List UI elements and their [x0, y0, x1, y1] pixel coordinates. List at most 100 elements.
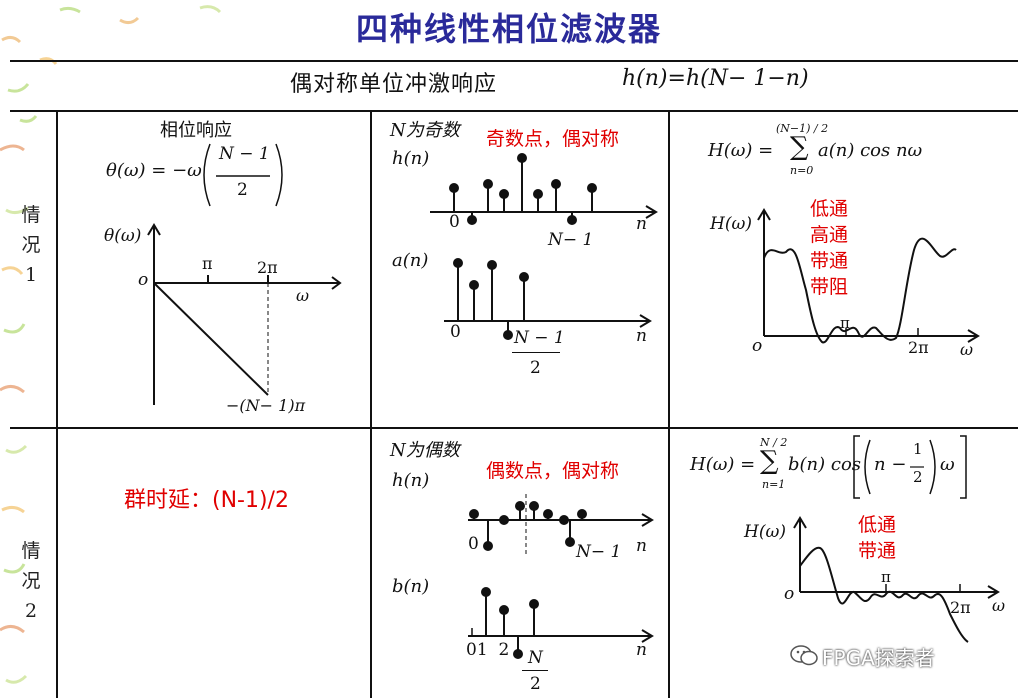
case1-a-fraction-bar: [512, 352, 560, 353]
case2-freq-x-axis: ω: [992, 596, 1006, 615]
phase-formula-den: 2: [237, 180, 248, 200]
case2-b-label: b(n): [392, 576, 430, 597]
case1-freq-x-axis: ω: [960, 340, 974, 359]
case1-a-n-axis: n: [636, 326, 647, 346]
case1-sum-top: (N−1) / 2: [776, 122, 829, 135]
case1-freq-lhs: H(ω) =: [708, 140, 774, 161]
case2-freq-end: ω: [940, 454, 955, 475]
phase-formula-paren: [203, 143, 283, 207]
case2-h-zero: 0: [468, 534, 479, 554]
case2-b-den: 2: [530, 674, 541, 694]
phase-x-axis: ω: [296, 286, 310, 305]
case2-sum-bottom: n=1: [762, 478, 786, 491]
phase-title: 相位响应: [160, 120, 232, 141]
case2-h-stems: [469, 501, 587, 551]
case1-h-stems: [449, 153, 597, 225]
case2-freq-plot: [793, 516, 1000, 643]
case2-label: 情 况 2: [16, 536, 46, 626]
phase-end-label: −(N− 1)π: [226, 396, 306, 415]
case2-b-plot: [468, 587, 654, 659]
case2-h-plot: [468, 494, 654, 554]
case2-b-num: N: [528, 648, 543, 668]
case1-note: 奇数点，偶对称: [486, 128, 620, 150]
case1-freq-tick-pi: π: [840, 314, 850, 332]
case2-type-bandpass: 带通: [858, 540, 897, 562]
case1-a-stems: [453, 258, 529, 340]
case1-a-label: a(n): [392, 250, 429, 271]
case1-type-highpass: 高通: [810, 224, 849, 246]
case2-h-n-axis: n: [636, 536, 647, 556]
case2-half-num: 1: [913, 440, 923, 458]
case2-label-char: 况: [21, 570, 41, 592]
case1-freq-curve: [763, 237, 957, 344]
case1-label-char: 况: [21, 234, 41, 256]
case1-freq-tick-2pi: 2π: [908, 338, 929, 357]
case2-freq-tick-pi: π: [881, 568, 891, 586]
case1-label-char: 情: [21, 204, 41, 226]
case1-type-bandpass: 带通: [810, 250, 849, 272]
case1-h-end: N− 1: [548, 230, 594, 250]
case1-h-zero: 0: [449, 212, 460, 232]
case2-freq-curve: [799, 546, 969, 643]
case1-label: 情 况 1: [16, 200, 46, 290]
case2-freq-brackets: [853, 435, 967, 499]
case2-freq-in: n −: [874, 454, 907, 475]
case2-type-lowpass: 低通: [858, 514, 897, 536]
case2-note: 偶数点，偶对称: [486, 460, 620, 482]
wechat-icon: [790, 645, 818, 666]
case1-h-label: h(n): [392, 148, 430, 169]
case2-h-label: h(n): [392, 470, 430, 491]
case1-type-bandstop: 带阻: [810, 276, 849, 298]
case1-a-den: 2: [530, 358, 541, 378]
phase-origin: o: [138, 270, 149, 290]
case2-half-den: 2: [913, 468, 923, 486]
table-top-border: [10, 60, 1018, 62]
case1-sum-sign: ∑: [790, 132, 809, 162]
case2-heading: N为偶数: [390, 440, 460, 461]
case2-freq-origin: o: [784, 584, 795, 604]
phase-formula-num: N − 1: [219, 144, 270, 164]
case1-h-n-axis: n: [636, 214, 647, 234]
case2-b-ticks: 01 2: [466, 640, 510, 660]
case1-type-list: 低通 高通 带通 带阻: [810, 196, 848, 300]
case2-sum-top: N / 2: [760, 436, 788, 449]
col-divider-3: [668, 110, 670, 698]
case2-type-list: 低通 带通: [858, 512, 896, 564]
case2-sum-sign: ∑: [760, 446, 779, 476]
case1-type-lowpass: 低通: [810, 198, 849, 220]
case1-a-plot: [444, 258, 652, 340]
watermark-text: FPGA探索者: [822, 646, 935, 670]
phase-axis-label: θ(ω): [104, 226, 142, 246]
phase-tick-2pi: 2π: [257, 258, 278, 277]
row-divider: [10, 427, 1018, 429]
case1-a-zero: 0: [450, 322, 461, 342]
case2-b-fraction-bar: [522, 670, 548, 671]
group-delay-note: 群时延：(N-1)/2: [124, 488, 289, 513]
case2-b-n-axis: n: [636, 640, 647, 660]
case2-b-stems: [481, 587, 539, 659]
header-formula: h(n)=h(N− 1−n): [622, 66, 809, 91]
header-label: 偶对称单位冲激响应: [290, 72, 498, 97]
case1-freq-axis-label: H(ω): [710, 214, 752, 234]
case1-heading: N为奇数: [390, 120, 460, 141]
case1-h-plot: [430, 153, 658, 225]
header-bottom-border: [10, 110, 1018, 112]
case1-freq-rhs: a(n) cos nω: [818, 140, 923, 161]
case1-sum-bottom: n=0: [790, 164, 814, 177]
col-divider-2: [370, 110, 372, 698]
case2-label-char: 2: [24, 600, 38, 622]
phase-formula-lhs: θ(ω) = −ω: [106, 160, 202, 181]
phase-tick-pi: π: [202, 254, 213, 273]
phase-plot: [147, 223, 342, 405]
case2-freq-tick-2pi: 2π: [950, 598, 971, 617]
col-divider-1: [56, 110, 58, 698]
page-title: 四种线性相位滤波器: [355, 10, 662, 48]
case2-label-char: 情: [21, 540, 41, 562]
case2-h-end: N− 1: [576, 542, 622, 562]
case2-freq-axis-label: H(ω): [744, 522, 786, 542]
case1-label-char: 1: [24, 264, 38, 286]
case1-a-num: N − 1: [514, 328, 565, 348]
case2-freq-mid: b(n) cos: [788, 454, 862, 475]
case2-freq-lhs: H(ω) =: [690, 454, 756, 475]
